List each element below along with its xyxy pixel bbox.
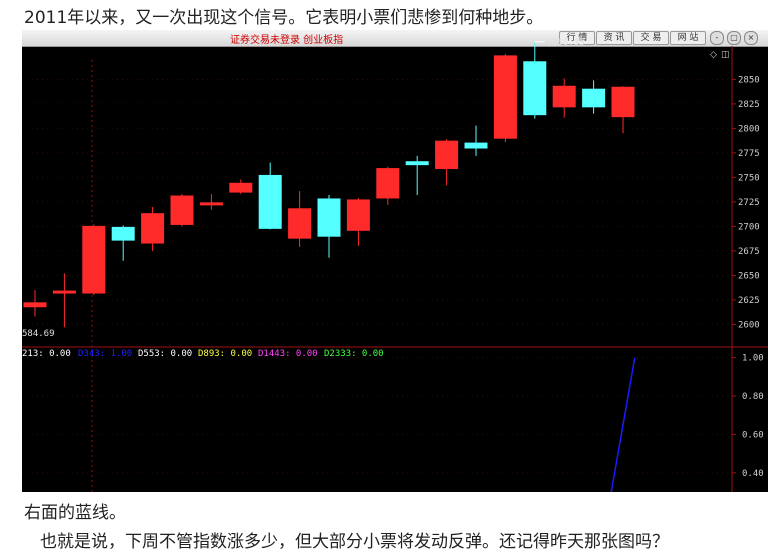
candle-body-up [288, 208, 312, 239]
minimize-icon[interactable]: - [710, 31, 724, 45]
body-paragraph: 也就是说，下周不管指数涨多少，但大部分小票将发动反弹。还记得昨天那张图吗？ [40, 532, 669, 552]
candle-body-up [23, 302, 47, 308]
after-image-text: 右面的蓝线。 [24, 503, 126, 523]
candle-body-up [611, 86, 635, 118]
intro-text: 2011年以来，又一次出现这个信号。它表明小票们悲惨到何种地步。 [24, 8, 544, 28]
close-icon[interactable]: × [744, 31, 758, 45]
indicator-tick-label: 0.80 [742, 392, 764, 402]
candle-body-up [170, 195, 194, 225]
candle-body-down [258, 174, 282, 229]
high-label: 2888.35 [547, 38, 585, 48]
candle-body-down [405, 161, 429, 166]
indicator-blue-line [610, 357, 636, 492]
price-tick-label: 2825 [738, 100, 760, 110]
candle-body-up [435, 140, 459, 170]
indicator-label-d343: D343: 1.00 [78, 349, 133, 359]
diamond-icon: ◇ [710, 50, 717, 60]
stock-terminal-screenshot: 证券交易未登录 创业板指 行 情 资 讯 交 易 网 站 - ▢ × 2600 2… [22, 30, 768, 492]
candle-body-up [52, 290, 76, 294]
indicator-tick-label: 0.60 [742, 430, 764, 440]
trade-button[interactable]: 交 易 [633, 31, 669, 45]
news-button[interactable]: 资 讯 [596, 31, 632, 45]
price-tick-label: 2625 [738, 296, 760, 306]
price-tick-label: 2725 [738, 198, 760, 208]
candle-body-down [582, 88, 606, 108]
candle-body-up [493, 55, 517, 139]
candle-body-up [82, 225, 106, 294]
candle-body-down [111, 226, 135, 241]
price-tick-label: 2750 [738, 173, 760, 183]
terminal-title: 证券交易未登录 创业板指 [230, 35, 344, 46]
website-button[interactable]: 网 站 [670, 31, 706, 45]
panel-icon: ◫ [721, 50, 730, 60]
indicator-label-d553: D553: 0.00 [138, 349, 193, 359]
candle-body-up [552, 85, 576, 108]
price-tick-label: 2600 [738, 320, 760, 330]
quotes-button[interactable]: 行 情 [559, 31, 595, 45]
terminal-top-bar: 证券交易未登录 创业板指 行 情 资 讯 交 易 网 站 - ▢ × [22, 30, 768, 47]
candle-body-up [346, 199, 370, 231]
indicator-tick-label: 1.00 [742, 354, 764, 364]
candle-body-up [376, 168, 400, 199]
price-tick-label: 2775 [738, 149, 760, 159]
chart-canvas: 2600 2625 2650 2675 2700 2725 2750 2775 2800 2825… [22, 38, 768, 492]
candle-body-down [464, 142, 488, 149]
price-tick-label: 2850 [738, 75, 760, 85]
maximize-icon[interactable]: ▢ [727, 31, 741, 45]
indicator-label-d2333: D2333: 0.00 [324, 349, 384, 359]
candle-body-up [229, 182, 253, 193]
indicator-label-d893: D893: 0.00 [198, 349, 253, 359]
price-tick-label: 2675 [738, 247, 760, 257]
low-label: 584.69 [22, 329, 55, 339]
indicator-label-213: 213: 0.00 [22, 349, 71, 359]
indicator-label-d1443: D1443: 0.00 [258, 349, 318, 359]
indicator-tick-label: 0.40 [742, 469, 764, 479]
price-tick-label: 2650 [738, 271, 760, 281]
price-tick-label: 2800 [738, 124, 760, 134]
candle-body-up [141, 213, 165, 244]
price-tick-label: 2700 [738, 222, 760, 232]
candle-body-down [317, 198, 341, 237]
candle-body-down [523, 61, 547, 116]
candle-body-up [199, 202, 223, 206]
